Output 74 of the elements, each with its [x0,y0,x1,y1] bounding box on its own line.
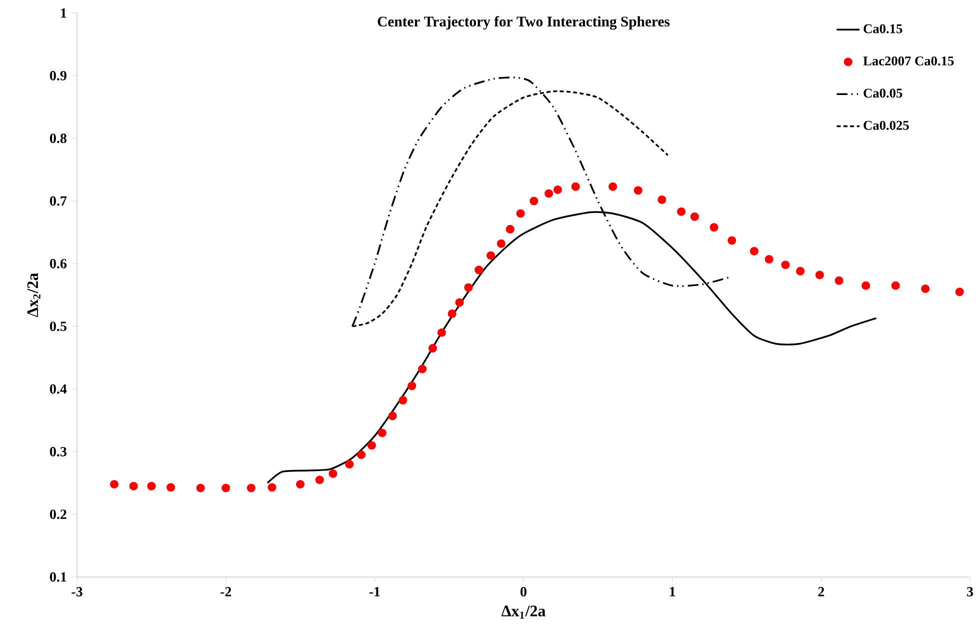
point [955,288,964,296]
point [553,185,562,194]
x-axis-title: Δx$_{1}$/2a [501,606,546,619]
point [815,270,824,280]
point [147,482,156,490]
y-tick-label: 0.5 [50,322,66,332]
point [408,382,416,390]
y-tick-label: 0.4 [50,384,67,394]
point [345,460,354,468]
point [764,255,774,264]
y-tick-label: 1 [61,8,66,18]
point [781,260,790,270]
point [530,196,538,206]
x-tick-label: 3 [967,587,974,596]
point [690,212,699,221]
point [474,266,484,274]
point [315,476,324,484]
point [921,284,930,293]
point [728,236,736,245]
legend-label: Lac2007 Ca0.15 [863,56,954,66]
legend-label: Ca0.025 [864,120,909,130]
x-tick-label: -2 [220,587,232,596]
point [634,186,642,195]
point [398,396,408,405]
point [448,310,456,318]
point [834,276,844,285]
y-axis-title: Δx$_{2}$/2a [27,272,40,318]
point [516,209,525,218]
x-tick-label: -3 [72,587,82,596]
point [418,364,427,374]
point [486,251,496,260]
chart-title: Center Trajectory for Two Interacting Spheres [378,16,670,30]
point [496,239,506,248]
x-tick-label: 2 [818,587,824,596]
point [750,246,758,256]
point [328,469,338,478]
point [658,195,666,204]
point [357,450,366,460]
point [506,224,514,234]
x-tick-label: -1 [369,587,380,596]
x-tick-label: 0 [520,587,526,596]
point [268,483,276,492]
point [676,207,686,216]
point [166,483,176,492]
x-tick-label: 1 [670,587,676,596]
point [464,283,473,292]
point [388,412,397,420]
point [428,344,437,353]
point [246,484,256,492]
point [296,480,305,489]
point [129,482,138,490]
point [437,328,446,337]
y-tick-label: 0.2 [50,510,66,520]
point [222,484,230,492]
point [796,266,805,276]
y-tick-label: 0.7 [50,196,67,206]
point [608,182,618,191]
y-tick-label: 0.9 [50,70,66,80]
y-tick-label: 0.8 [50,134,66,144]
point [378,428,386,438]
point [710,223,718,232]
point [544,189,554,198]
point [110,480,118,489]
point [196,484,205,492]
point [891,281,900,290]
point [367,441,376,450]
y-tick-label: 0.1 [50,572,66,582]
point [571,182,580,191]
point [455,298,464,307]
legend-label: Ca0.15 [864,24,902,34]
y-tick-label: 0.6 [50,258,67,268]
point [862,281,870,290]
y-tick-label: 0.3 [50,446,66,456]
legend-label: Ca0.05 [864,88,902,98]
